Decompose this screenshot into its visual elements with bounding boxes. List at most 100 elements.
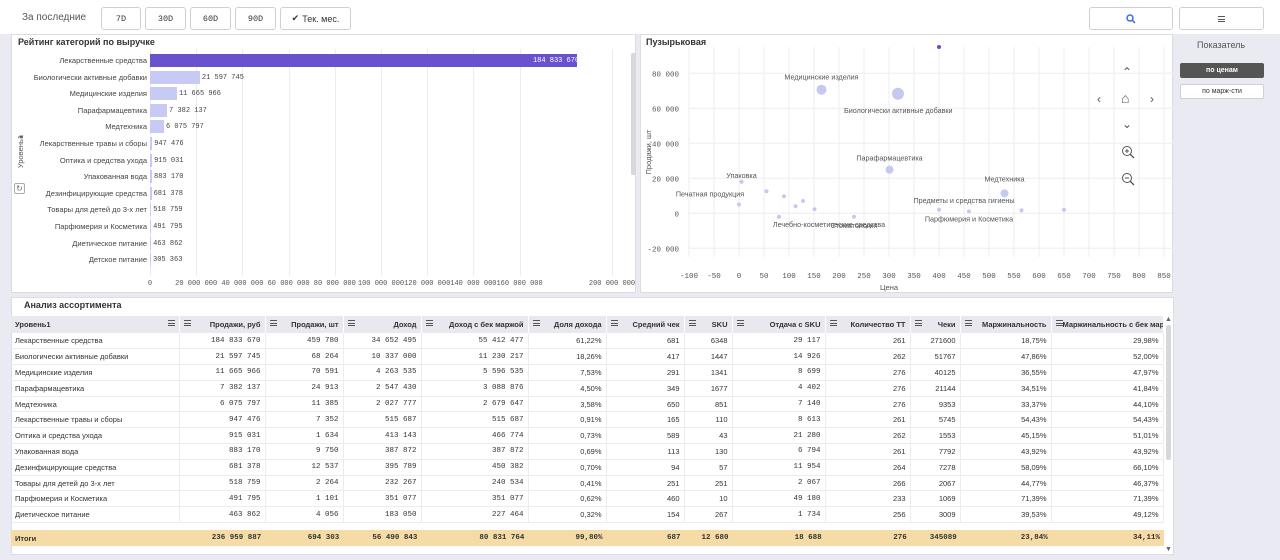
column-menu-icon[interactable] — [183, 320, 191, 326]
column-header[interactable]: Доход — [343, 316, 422, 333]
bar[interactable] — [150, 153, 153, 167]
bar-category-label[interactable]: Упакованная вода — [83, 172, 147, 182]
bar-category-label[interactable]: Детское питание — [88, 255, 147, 265]
table-row[interactable]: Товары для детей до 3-х лет 518 759 2 264 2… — [11, 475, 1164, 492]
zoom-in-icon[interactable] — [1121, 145, 1135, 159]
nav-down-icon[interactable]: ⌄ — [1122, 117, 1133, 131]
bar[interactable] — [150, 103, 168, 117]
bar[interactable] — [150, 170, 153, 184]
nav-up-icon[interactable]: ⌃ — [1122, 65, 1133, 79]
column-header[interactable]: Отдача с SKU — [732, 316, 826, 333]
column-menu-icon[interactable] — [736, 320, 744, 326]
bar-category-label[interactable]: Диетическое питание — [72, 238, 147, 248]
check-icon: ✔ — [291, 13, 300, 23]
column-menu-icon[interactable] — [347, 320, 355, 326]
table-scrollbar[interactable] — [1166, 325, 1171, 460]
bar-value-label: 491 795 — [153, 223, 183, 231]
column-header[interactable]: Продажи, шт — [265, 316, 344, 333]
table-cell: 6 794 — [732, 443, 826, 460]
bar[interactable] — [150, 186, 152, 200]
column-header[interactable]: Доход с бек маржой — [421, 316, 529, 333]
bar[interactable] — [150, 220, 152, 233]
column-menu-icon[interactable] — [964, 320, 972, 326]
period-60d-button[interactable]: 60D — [190, 7, 231, 30]
bubble-point — [852, 214, 856, 219]
column-header[interactable]: SKU — [684, 316, 733, 333]
bar-x-tick: 60 000 000 — [267, 280, 310, 288]
table-cell: 21 280 — [732, 427, 826, 445]
bar-category-label[interactable]: Оптика и средства ухода — [59, 155, 147, 165]
bar-chart-scrollbar[interactable] — [631, 53, 636, 175]
dimension-arrow-icon[interactable]: ▼ — [18, 135, 24, 141]
table-cell: 29 117 — [732, 333, 826, 350]
column-header[interactable]: Количество ТТ — [825, 316, 911, 333]
column-menu-icon[interactable] — [167, 320, 175, 326]
table-row[interactable]: Парафармацевтика 7 382 137 24 913 2 547 430… — [11, 380, 1164, 397]
bar-category-label[interactable]: Лекарственные средства — [59, 56, 147, 65]
column-menu-icon[interactable] — [1055, 320, 1063, 326]
table-row[interactable]: Лекарственные средства 184 833 670 459 780… — [11, 333, 1164, 350]
table-cell: 21 597 745 — [179, 348, 266, 366]
period-7d-button[interactable]: 7D — [101, 7, 141, 30]
column-menu-icon[interactable] — [532, 320, 540, 326]
bar-category-label[interactable]: Медицинские изделия — [69, 89, 147, 99]
bar-category-label[interactable]: Медтехника — [105, 122, 147, 132]
bar-category-label[interactable]: Товары для детей до 3-х лет — [47, 205, 147, 215]
bar[interactable] — [150, 54, 577, 67]
metric-by-margin-button[interactable]: по марж-сти — [1180, 84, 1264, 99]
metric-by-price-button[interactable]: по ценам — [1180, 63, 1264, 78]
column-header[interactable]: Маржинальность — [960, 316, 1052, 333]
table-cell: 851 — [684, 396, 733, 413]
bar-category-label[interactable]: Дезинфицирующие средства — [45, 188, 147, 198]
table-cell: 681 — [606, 333, 685, 350]
column-header[interactable]: Доля дохода — [528, 316, 607, 333]
column-header[interactable]: Средний чек — [606, 316, 685, 333]
column-header[interactable]: Уровень1 — [11, 316, 180, 333]
column-menu-icon[interactable] — [269, 320, 277, 326]
bar[interactable] — [150, 120, 165, 134]
table-row[interactable]: Дезинфицирующие средства 681 378 12 537 395… — [11, 459, 1164, 476]
table-row[interactable]: Медицинские изделия 11 665 966 70 591 4 263… — [11, 364, 1164, 381]
bar-category-label[interactable]: Парафармацевтика — [77, 105, 147, 115]
column-header[interactable]: Продажи, руб — [179, 316, 266, 333]
search-button[interactable] — [1089, 7, 1173, 30]
table-row[interactable]: Лекарственные травы и сборы 947 476 7 352 5… — [11, 411, 1164, 429]
table-row[interactable]: Упакованная вода 883 170 9 750 387 872 387 8… — [11, 443, 1164, 460]
main-menu-button[interactable] — [1179, 7, 1264, 30]
bar[interactable] — [150, 203, 152, 217]
column-menu-icon[interactable] — [914, 320, 922, 326]
table-row[interactable]: Парфюмерия и Косметика 491 795 1 101 351 07… — [11, 490, 1164, 508]
home-icon[interactable]: ⌂ — [1121, 90, 1130, 106]
nav-left-icon[interactable]: ‹ — [1097, 92, 1101, 106]
column-header[interactable]: Чеки — [910, 316, 961, 333]
period-30d-button[interactable]: 30D — [145, 7, 186, 30]
table-row[interactable]: Диетическое питание 463 862 4 056 183 050 22… — [11, 506, 1164, 524]
bar-category-label[interactable]: Парфюмерия и Косметика — [54, 222, 147, 231]
bar[interactable] — [150, 137, 153, 150]
bar[interactable] — [150, 87, 177, 101]
table-row[interactable]: Биологически активные добавки 21 597 745 6… — [11, 348, 1164, 366]
bar-category-label[interactable]: Лекарственные травы и сборы — [39, 139, 147, 148]
table-row[interactable]: Медтехника 6 075 797 11 385 2 027 777 2 679 … — [11, 396, 1164, 413]
bar[interactable] — [150, 253, 151, 267]
column-menu-icon[interactable] — [688, 320, 696, 326]
table-cell: Диетическое питание — [11, 506, 180, 524]
bar-category-label[interactable]: Биологически активные добавки — [33, 72, 147, 82]
zoom-out-icon[interactable] — [1121, 172, 1135, 186]
column-menu-icon[interactable] — [425, 320, 433, 326]
current-month-button[interactable]: ✔ Тек. мес. — [280, 7, 351, 30]
bar[interactable] — [150, 70, 200, 84]
column-menu-icon[interactable] — [829, 320, 837, 326]
column-menu-icon[interactable] — [610, 320, 618, 326]
table-cell: 47,97% — [1051, 364, 1164, 381]
period-90d-button[interactable]: 90D — [235, 7, 276, 30]
scroll-up-icon[interactable]: ▲ — [1165, 316, 1172, 323]
bar-value-label: 915 031 — [154, 156, 184, 165]
nav-right-icon[interactable]: › — [1150, 92, 1154, 106]
bar[interactable] — [150, 236, 152, 250]
table-row[interactable]: Оптика и средства ухода 915 031 1 634 413 1… — [11, 427, 1164, 445]
reset-icon[interactable]: ↻ — [14, 183, 25, 194]
bubble-point — [801, 199, 805, 203]
scroll-down-icon[interactable]: ▼ — [1165, 546, 1172, 553]
column-header[interactable]: Маржинальность с бек маржой — [1051, 316, 1164, 333]
